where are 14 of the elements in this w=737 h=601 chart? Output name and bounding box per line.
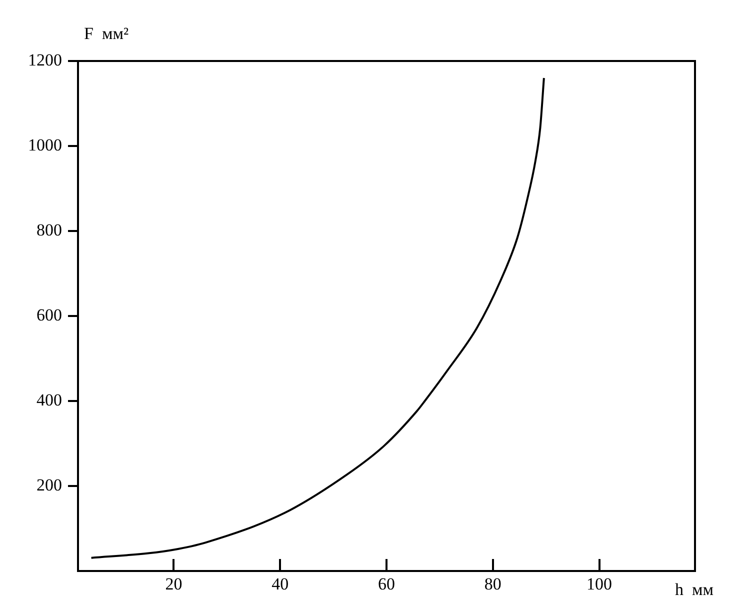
y-tick-label: 1200 [28, 50, 62, 70]
x-tick-label: 60 [378, 574, 395, 594]
y-tick-label: 600 [36, 305, 62, 324]
x-tick-label: 40 [272, 574, 289, 594]
x-tick-label: 100 [586, 574, 612, 594]
y-tick-label: 800 [36, 220, 62, 240]
x-axis-title: h мм [675, 580, 714, 599]
y-axis-title: F мм² [84, 24, 129, 43]
y-tick-label: 1000 [28, 135, 62, 154]
y-tick-label: 200 [36, 475, 62, 494]
y-tick-label: 400 [36, 390, 62, 410]
x-tick-label: 80 [484, 574, 502, 594]
line-series [90, 77, 545, 559]
x-tick-label: 20 [165, 574, 182, 594]
